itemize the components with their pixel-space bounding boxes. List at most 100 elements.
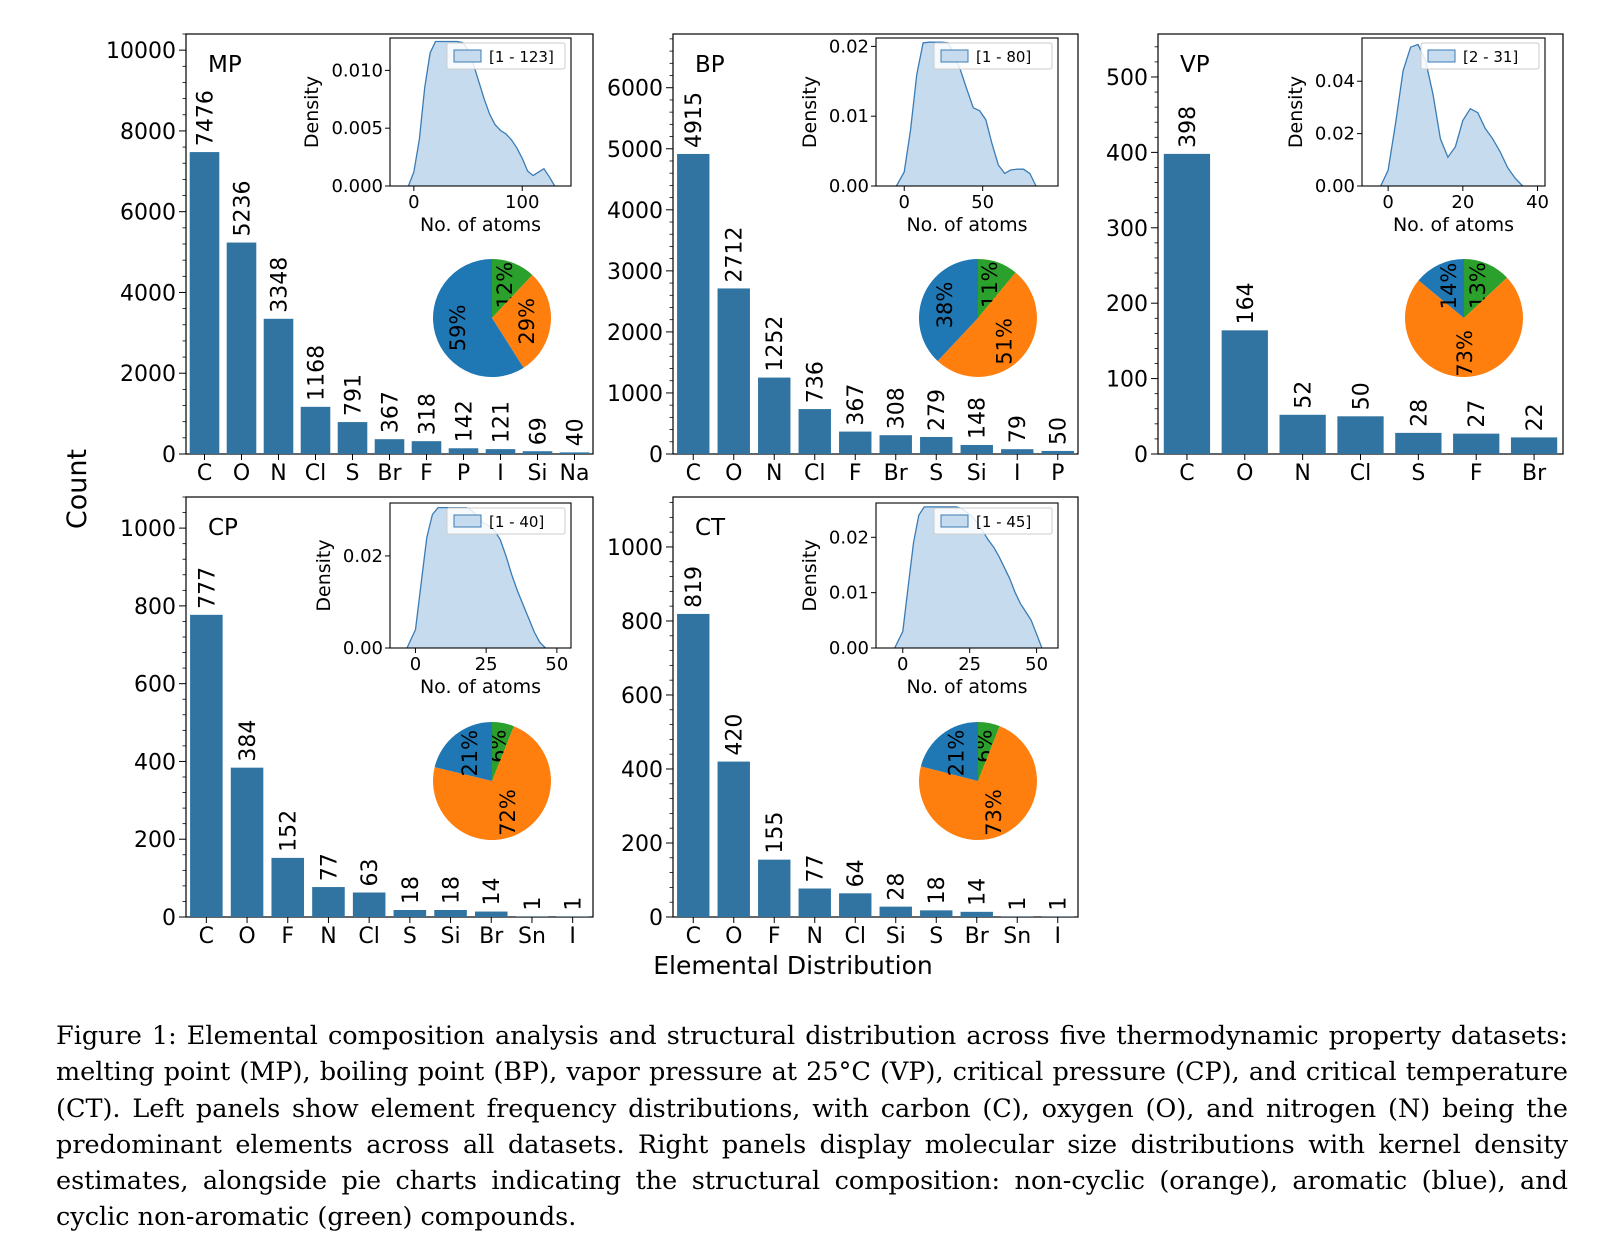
x-tick-label: Cl [1350,461,1371,486]
panel-mp: 0 2000 4000 6000 8000 10000 C 7476 O 5236 N 3348 Cl 1… [106,33,594,486]
x-tick-label: S [929,924,943,949]
bar-br [879,435,912,454]
inset-ylabel: Density [799,76,821,148]
inset-y-tick-label: 0.005 [331,118,383,139]
structure-pie: 6%73%21% [918,722,1037,840]
x-tick-label: C [686,461,701,486]
density-inset: 0 20 40 0.00 0.02 0.04 No. of atoms Density [2 -… [1285,37,1549,236]
x-tick-label: F [849,461,862,486]
y-tick-label: 800 [621,610,663,635]
x-tick-label: N [807,924,823,949]
bar-f [839,431,872,454]
bar-n [312,887,345,917]
inset-x-tick-label: 100 [505,192,539,213]
bar-value-label: 318 [416,393,441,435]
x-tick-label: Cl [305,461,326,486]
pie-slice-aromatic [918,259,978,362]
y-tick-label: 0 [1134,443,1148,468]
bar-f [271,857,305,917]
inset-frame [875,502,1059,649]
structure-pie: 13%73%14% [1405,258,1524,377]
bar-value-label: 40 [564,418,589,446]
figure-canvas: Count Elemental Distribution 02000400060… [62,33,1564,980]
bar-n [798,888,831,917]
bar-c [189,152,220,455]
x-tick-label: O [1236,461,1253,486]
inset-y-tick-label: 0.00 [1315,176,1355,197]
bar-value-label: 5236 [231,181,256,237]
structure-pie: 11%51%38% [918,259,1037,377]
y-tick-label: 4000 [120,281,176,306]
density-area [406,507,546,648]
x-tick-label: S [346,461,360,486]
y-tick-label: 0 [649,906,663,931]
bar-s [920,910,953,917]
inset-y-tick-label: 0.02 [829,527,869,548]
x-tick-label: N [320,924,336,949]
structure-pie: 6%72%21% [432,722,551,841]
inset-xlabel: No. of atoms [420,214,541,236]
x-tick-label: Cl [845,924,866,949]
x-tick-label: C [686,924,701,949]
x-tick-label: I [1055,924,1062,949]
axes-frame [672,33,1079,455]
x-tick-label: Br [479,924,504,949]
bar-br [960,911,993,917]
bar-value-label: 50 [1047,417,1072,445]
inset-xlabel: No. of atoms [906,214,1027,236]
bar-f [1453,433,1500,454]
bar-value-label: 736 [804,361,829,403]
pie-percent-label: 21% [944,730,968,777]
pie-percent-label: 73% [1453,330,1477,377]
x-tick-label: Br [965,924,990,949]
pie-slice-aromatic [920,722,978,781]
y-tick-label: 0 [649,443,663,468]
bar-cl [300,406,331,454]
x-tick-label: I [1014,461,1021,486]
bar-value-label: 1 [521,897,546,911]
inset-legend-swatch [1427,49,1456,63]
inset-y-tick-label: 0.04 [1315,71,1355,92]
pie-slice-cyclic-non-aromatic [1464,258,1508,318]
panel-ct: 0 200 400 600 800 1000 C 819 O 420 F 155 N 77 Cl 64 Si 28… [607,496,1079,949]
x-tick-label: Cl [804,461,825,486]
density-line [895,41,1037,186]
bar-f [758,859,791,917]
bar-value-label: 14 [480,878,505,906]
x-tick-label: F [420,461,433,486]
y-tick-label: 200 [1106,292,1148,317]
bar-br [474,911,508,917]
bar-value-label: 279 [925,389,950,431]
bar-p [1041,450,1074,454]
bar-value-label: 50 [1350,382,1375,410]
bar-n [263,318,294,454]
y-tick-label: 8000 [120,120,176,145]
bar-value-label: 28 [885,873,910,901]
density-inset: 0 25 50 0.00 0.01 0.02 No. of atoms Density [1 -… [799,502,1059,698]
pie-slice-cyclic-non-aromatic [978,259,1016,318]
density-area [896,42,1037,186]
x-tick-label: Cl [358,924,379,949]
x-tick-label: C [1179,461,1194,486]
bar-value-label: 63 [358,859,383,887]
pie-slice-cyclic-non-aromatic [978,722,1000,781]
bar-value-label: 1 [1006,897,1031,911]
inset-xlabel: No. of atoms [420,676,541,698]
inset-x-tick-label: 20 [1451,192,1474,213]
bar-value-label: 791 [342,374,367,416]
bar-s [337,422,368,454]
inset-y-tick-label: 0.00 [829,176,869,197]
y-tick-label: 4000 [607,199,663,224]
y-tick-label: 1000 [607,382,663,407]
inset-ylabel: Density [1285,76,1307,148]
inset-y-tick-label: 0.02 [1315,124,1355,145]
x-tick-label: N [270,461,286,486]
bar-p [448,448,479,454]
bar-cl [1337,416,1384,454]
bar-value-label: 77 [317,853,342,881]
pie-percent-label: 51% [993,318,1017,365]
pie-slice-aromatic [1418,259,1464,318]
inset-y-tick-label: 0.00 [343,638,383,659]
axes-frame [672,496,1079,918]
chart-panels: 0200040006000800010000C7476O5236N3348Cl1… [106,33,1564,949]
